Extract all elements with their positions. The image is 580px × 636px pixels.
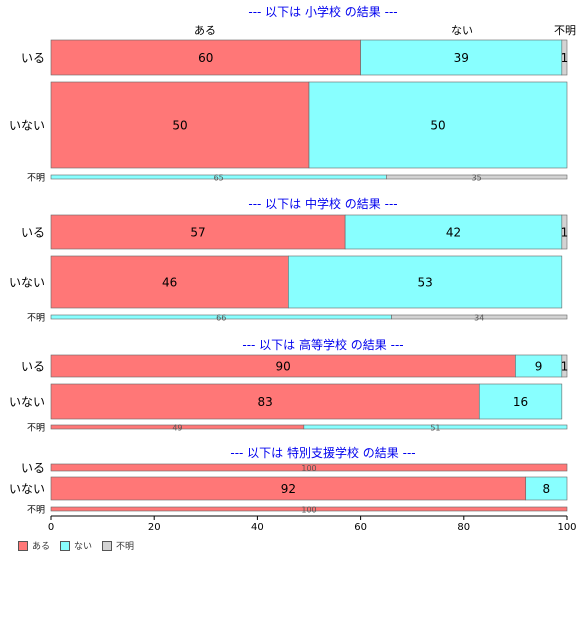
bar-segment: [391, 314, 568, 320]
bar-segment: [561, 214, 568, 250]
data-label: 50: [430, 119, 445, 133]
bar-segment: [360, 39, 563, 76]
data-label: 39: [454, 51, 469, 65]
bar-segment: [50, 81, 310, 169]
data-label: 9: [535, 360, 543, 374]
legend-swatch-nai: [60, 540, 71, 551]
bar-segment: [303, 424, 568, 430]
data-label: 1: [561, 226, 569, 240]
row-label: 不明: [27, 504, 45, 515]
data-label: 46: [162, 276, 177, 290]
data-label: 53: [417, 276, 432, 290]
row-label: いる: [21, 461, 45, 475]
top-category-label: ある: [194, 24, 216, 37]
panel-title: --- 以下は 高等学校 の結果 ---: [242, 337, 403, 352]
legend-label-nai: ない: [74, 542, 93, 552]
bar-segment: [561, 354, 568, 378]
x-tick-label: 20: [148, 522, 161, 533]
row-label: いる: [21, 226, 45, 240]
row-label: いない: [9, 395, 45, 409]
legend-swatch-aru: [18, 540, 28, 551]
bar-segment: [50, 214, 346, 250]
data-label: 34: [474, 314, 484, 323]
data-label: 50: [172, 119, 187, 133]
legend-label-aru: ある: [32, 542, 51, 552]
data-label: 16: [513, 395, 528, 409]
data-label: 49: [172, 424, 182, 433]
bar-segment: [50, 383, 480, 420]
x-tick-label: 100: [557, 522, 576, 533]
row-label: いない: [9, 482, 45, 496]
bar-segment: [478, 383, 563, 420]
legend-label-fumei: 不明: [116, 542, 135, 552]
x-tick-label: 80: [457, 522, 470, 533]
bar-segment: [50, 506, 568, 512]
data-label: 42: [446, 226, 461, 240]
data-label: 92: [281, 482, 296, 496]
data-label: 57: [190, 226, 205, 240]
data-label: 1: [561, 51, 569, 65]
row-label: いる: [21, 360, 45, 374]
x-tick-label: 60: [354, 522, 367, 533]
row-label: いない: [9, 119, 45, 133]
row-label: 不明: [27, 312, 45, 323]
data-label: 100: [301, 506, 316, 515]
x-tick-label: 40: [251, 522, 264, 533]
bar-segment: [50, 463, 568, 472]
data-label: 83: [257, 395, 272, 409]
legend-item-aru: ある: [18, 539, 50, 552]
data-label: 35: [472, 174, 482, 183]
bar-segment: [561, 39, 568, 76]
row-label: いる: [21, 51, 45, 65]
data-label: 1: [561, 360, 569, 374]
legend-item-nai: ない: [60, 539, 92, 552]
bar-segment: [50, 39, 361, 76]
data-label: 100: [301, 464, 316, 473]
data-label: 60: [198, 51, 213, 65]
row-label: 不明: [27, 172, 45, 183]
panel-title: --- 以下は 特別支援学校 の結果 ---: [230, 445, 415, 460]
bar-segment: [308, 81, 568, 169]
legend-item-fumei: 不明: [102, 539, 134, 552]
x-tick-label: 0: [48, 522, 54, 533]
chart-legend: ある ない 不明: [18, 539, 134, 552]
bar-segment: [50, 255, 289, 309]
data-label: 66: [216, 314, 226, 323]
data-label: 65: [214, 174, 224, 183]
row-label: いない: [9, 276, 45, 290]
row-label: 不明: [27, 422, 45, 433]
top-category-label: ない: [451, 24, 473, 37]
data-label: 51: [430, 424, 440, 433]
bar-segment: [525, 476, 568, 501]
legend-swatch-fumei: [102, 540, 113, 551]
panel-title: --- 以下は 小学校 の結果 ---: [248, 4, 397, 19]
bar-segment: [386, 174, 568, 180]
data-label: 90: [276, 360, 291, 374]
bar-segment: [344, 214, 563, 250]
panel-title: --- 以下は 中学校 の結果 ---: [248, 196, 397, 211]
top-category-label: 不明: [554, 24, 576, 37]
bar-segment: [288, 255, 563, 309]
data-label: 8: [543, 482, 551, 496]
